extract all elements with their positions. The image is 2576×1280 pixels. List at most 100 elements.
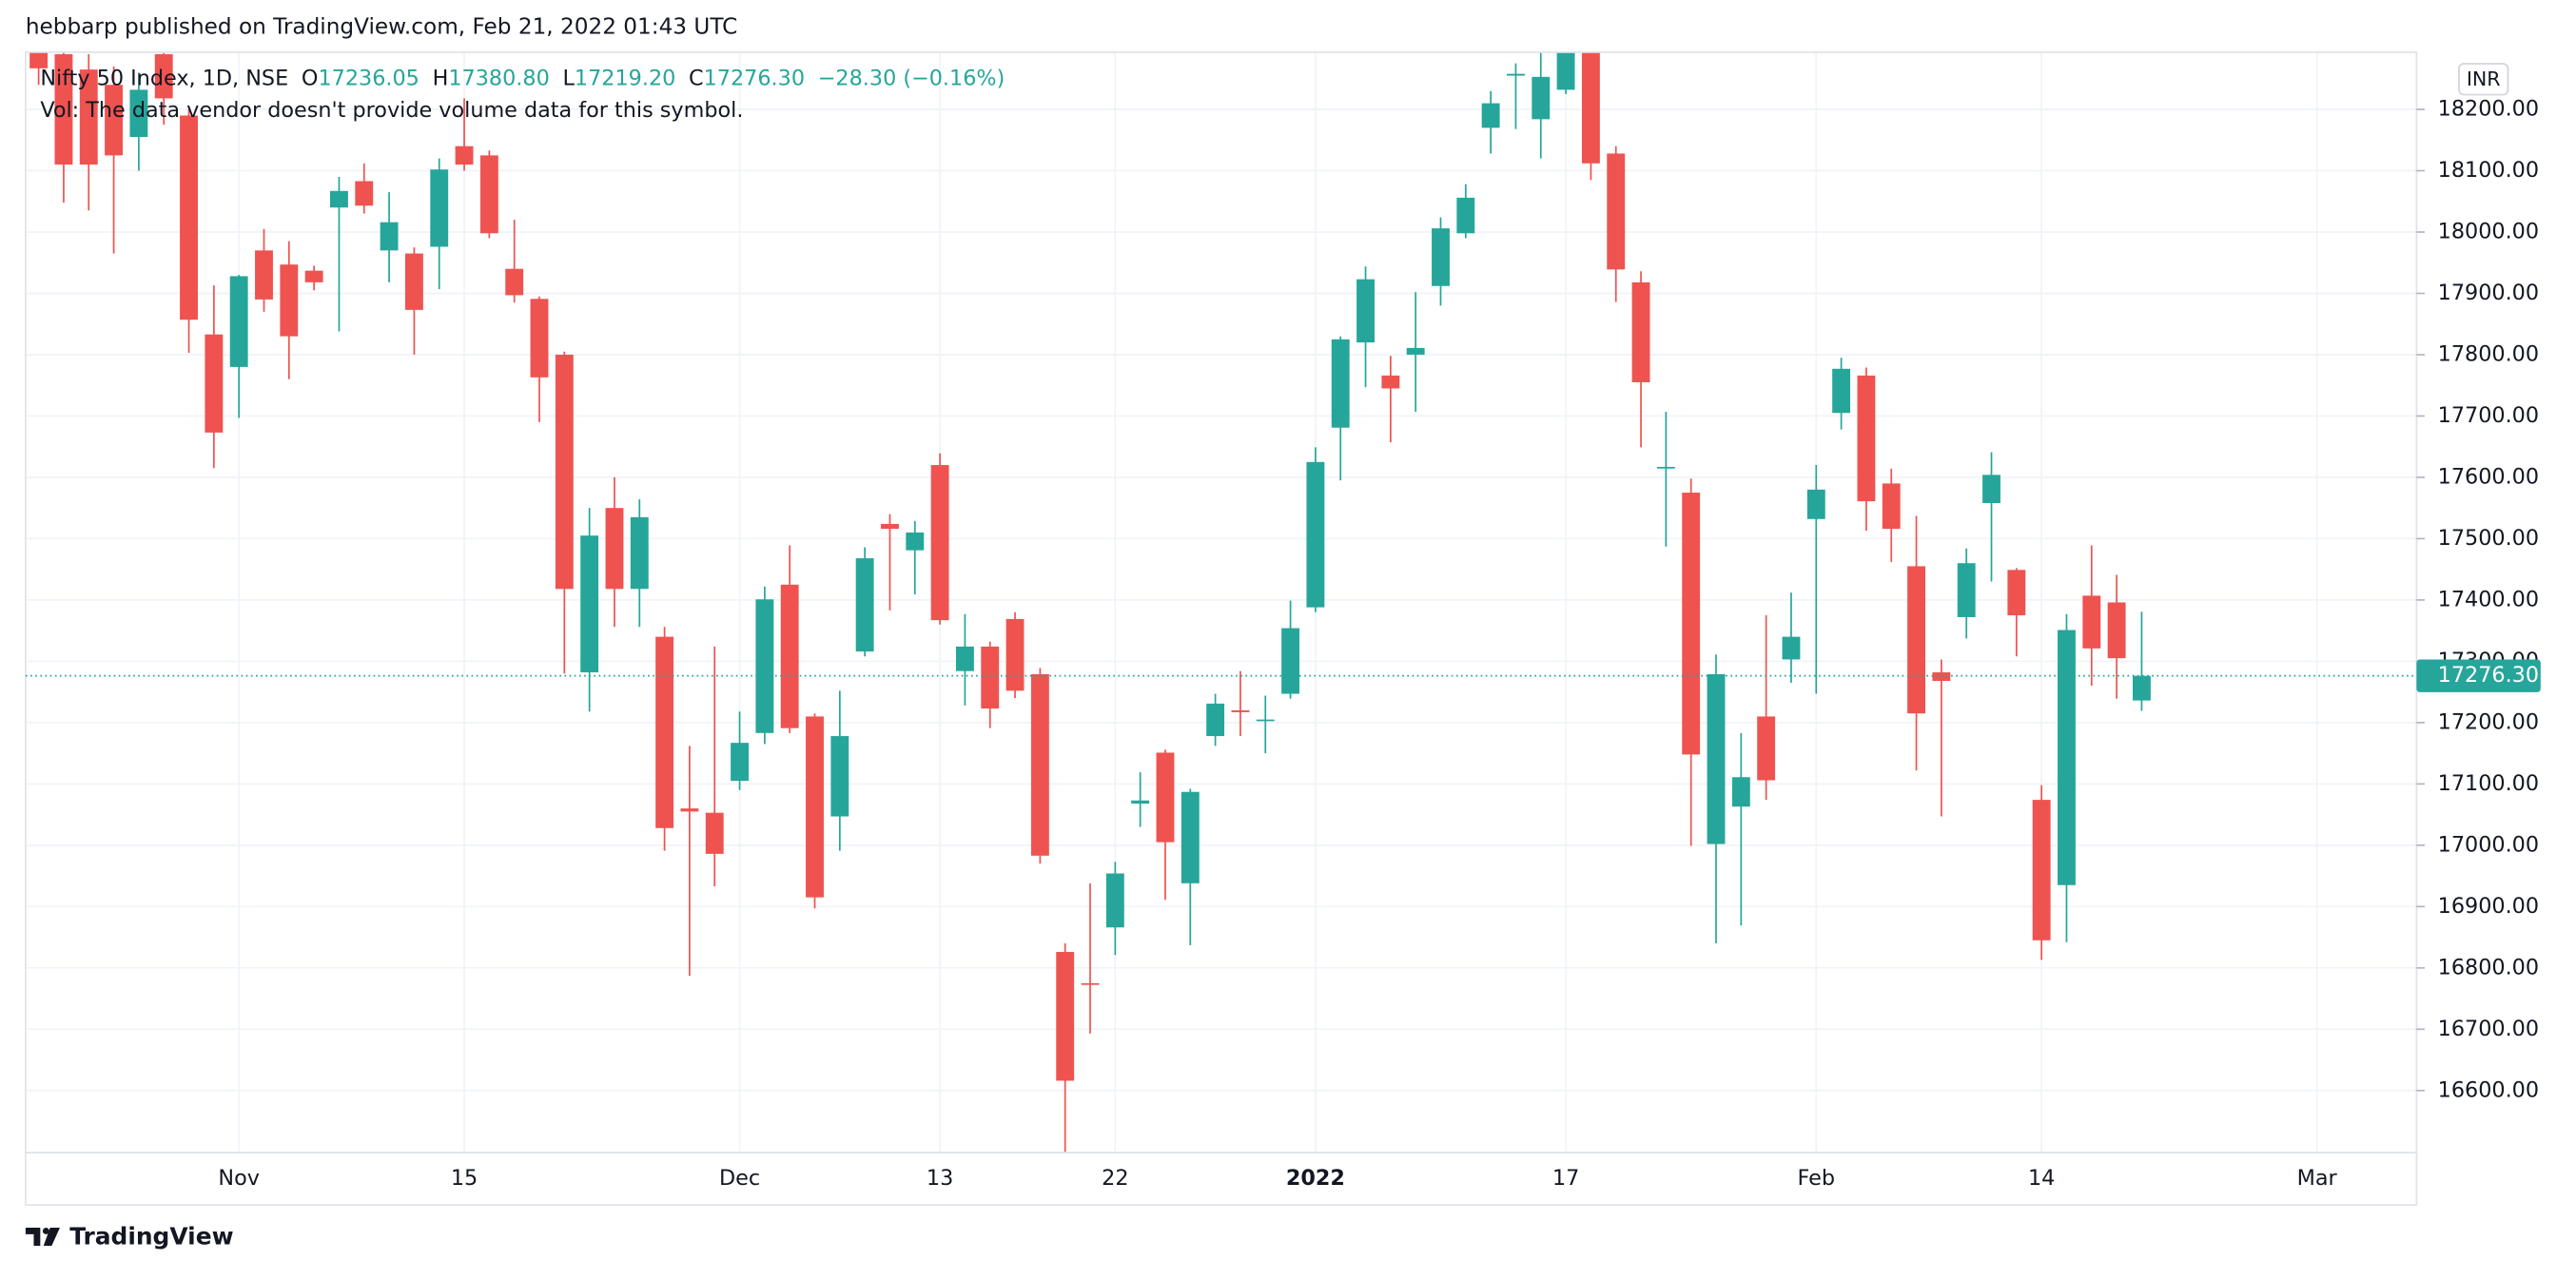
candle-body	[755, 599, 774, 733]
candle-body	[830, 736, 849, 817]
candle-body	[1832, 368, 1851, 414]
x-tick-label: 14	[2028, 1166, 2055, 1191]
candle-body	[304, 270, 323, 282]
candle-body	[680, 808, 699, 812]
candle-body	[1406, 347, 1425, 355]
candle-body	[1982, 475, 2000, 504]
logo: TradingView	[25, 1222, 234, 1250]
candle-body	[380, 222, 399, 251]
y-tick-label: 18100.00	[2438, 158, 2539, 183]
y-tick-label: 17800.00	[2438, 341, 2539, 366]
candle-body	[2132, 675, 2151, 701]
candle-body	[455, 145, 474, 165]
last-price-box	[2416, 659, 2541, 692]
ohlc-value: 17219.20	[575, 66, 675, 90]
change: −28.30 (−0.16%)	[818, 66, 1005, 90]
candle-body	[731, 743, 749, 782]
y-tick-label: 17000.00	[2438, 832, 2539, 857]
ohlc-key: L	[562, 66, 575, 90]
candle-body	[2007, 570, 2026, 616]
currency-box[interactable]	[2458, 63, 2509, 96]
ohlc-key: O	[302, 66, 319, 90]
candle-body	[105, 85, 124, 156]
candle-body	[205, 334, 224, 433]
logo-mark	[25, 1228, 41, 1246]
candle-body	[1607, 153, 1626, 270]
candle-body	[355, 181, 374, 206]
candle-body	[154, 54, 173, 99]
x-tick-label: Dec	[719, 1166, 760, 1191]
y-tick-label: 17400.00	[2438, 587, 2539, 611]
candle-body	[1206, 703, 1225, 737]
candle-body	[1656, 466, 1675, 469]
volume-note: Vol: The data vendor doesn't provide vol…	[40, 98, 743, 123]
y-tick-label: 17200.00	[2438, 709, 2539, 734]
candle-body	[180, 115, 198, 320]
y-tick-label: 16700.00	[2438, 1017, 2539, 1041]
candle-body	[806, 716, 824, 898]
x-tick-label: Mar	[2297, 1166, 2338, 1191]
x-tick-label: 13	[927, 1166, 953, 1191]
candle-body	[1581, 51, 1600, 164]
candle-body	[1306, 461, 1325, 608]
y-tick-label: 18000.00	[2438, 220, 2539, 244]
candle-body	[129, 89, 148, 138]
x-tick-label: 17	[1552, 1166, 1579, 1191]
candle-body	[2058, 630, 2076, 885]
x-tick-label: Feb	[1798, 1166, 1835, 1191]
candle-body	[2032, 800, 2051, 941]
currency[interactable]: INR	[2467, 68, 2501, 90]
y-tick-label: 17100.00	[2438, 771, 2539, 796]
candle-body	[280, 264, 299, 337]
candle-body	[1806, 489, 1825, 519]
x-tick-label: 22	[1102, 1166, 1128, 1191]
y-tick-label: 16800.00	[2438, 955, 2539, 979]
candle-body	[1857, 375, 1876, 502]
y-tick-label: 16900.00	[2438, 894, 2539, 919]
x-tick-label: 2022	[1286, 1166, 1345, 1191]
candle-body	[1356, 279, 1375, 343]
candle-body	[1731, 777, 1750, 807]
candle-body	[1556, 51, 1575, 90]
candle-body	[1707, 673, 1726, 844]
published-note: hebbarp published on TradingView.com, Fe…	[26, 14, 737, 40]
ohlc-value: 17276.30	[704, 66, 805, 90]
candle-body	[1782, 636, 1801, 660]
candle-body	[330, 190, 348, 208]
candle-body	[1432, 228, 1450, 286]
y-tick-label: 17500.00	[2438, 526, 2539, 551]
x-tick-label: 15	[451, 1166, 478, 1191]
candle-body	[1256, 719, 1275, 722]
candle-body	[1481, 103, 1500, 128]
ohlc-key: C	[689, 66, 704, 90]
candle-body	[855, 558, 874, 652]
candle-body	[1381, 375, 1400, 389]
candle-body	[981, 646, 1000, 709]
candle-body	[930, 465, 949, 621]
candle-body	[404, 253, 423, 310]
candle-body	[255, 250, 273, 300]
candle-body	[1757, 716, 1776, 781]
candle-body	[1131, 800, 1150, 804]
y-tick-label: 18200.00	[2438, 97, 2539, 122]
y-tick-label: 17700.00	[2438, 403, 2539, 428]
candle-body	[1682, 493, 1701, 755]
candle-body	[1156, 752, 1175, 843]
candle-body	[780, 584, 799, 728]
candle-body	[1005, 618, 1025, 691]
ohlc-value: 17236.05	[318, 66, 419, 90]
candle-body	[705, 812, 724, 854]
candle-body	[1030, 673, 1049, 856]
candle-body	[555, 354, 574, 590]
candle-body	[1882, 483, 1901, 530]
candle-body	[1532, 76, 1551, 120]
candle-body	[1507, 73, 1525, 76]
candle-body	[505, 268, 524, 296]
candle-body	[1181, 791, 1200, 883]
candle-body	[630, 516, 649, 590]
last-price-label: 17276.30	[2438, 663, 2539, 688]
candle-body	[430, 169, 449, 247]
y-tick-label: 17900.00	[2438, 281, 2539, 305]
